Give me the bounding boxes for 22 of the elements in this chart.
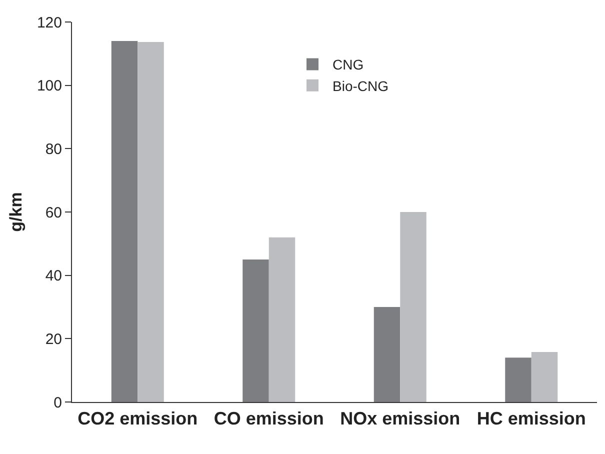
x-tick-label: NOx emission <box>340 408 460 429</box>
x-tick-label: HC emission <box>476 408 586 429</box>
y-axis-title: g/km <box>6 192 26 232</box>
legend-label: CNG <box>332 56 364 73</box>
bar <box>374 307 400 402</box>
y-tick-label: 40 <box>45 268 62 285</box>
y-tick-label: 20 <box>45 330 62 348</box>
y-tick-label: 0 <box>54 394 62 412</box>
bar <box>268 237 296 402</box>
bar <box>400 212 426 402</box>
bar <box>505 358 532 402</box>
bar <box>111 41 138 402</box>
y-tick-label: 100 <box>36 78 62 95</box>
bar <box>138 42 164 402</box>
x-tick-label: CO2 emission <box>78 408 198 429</box>
x-tick-label: CO emission <box>214 408 324 429</box>
bar <box>531 352 558 402</box>
y-tick-label: 60 <box>45 204 62 222</box>
y-tick-label: 80 <box>45 140 62 158</box>
bar <box>242 260 269 402</box>
legend-label: Bio-CNG <box>332 78 389 94</box>
y-tick-label: 120 <box>36 14 62 32</box>
